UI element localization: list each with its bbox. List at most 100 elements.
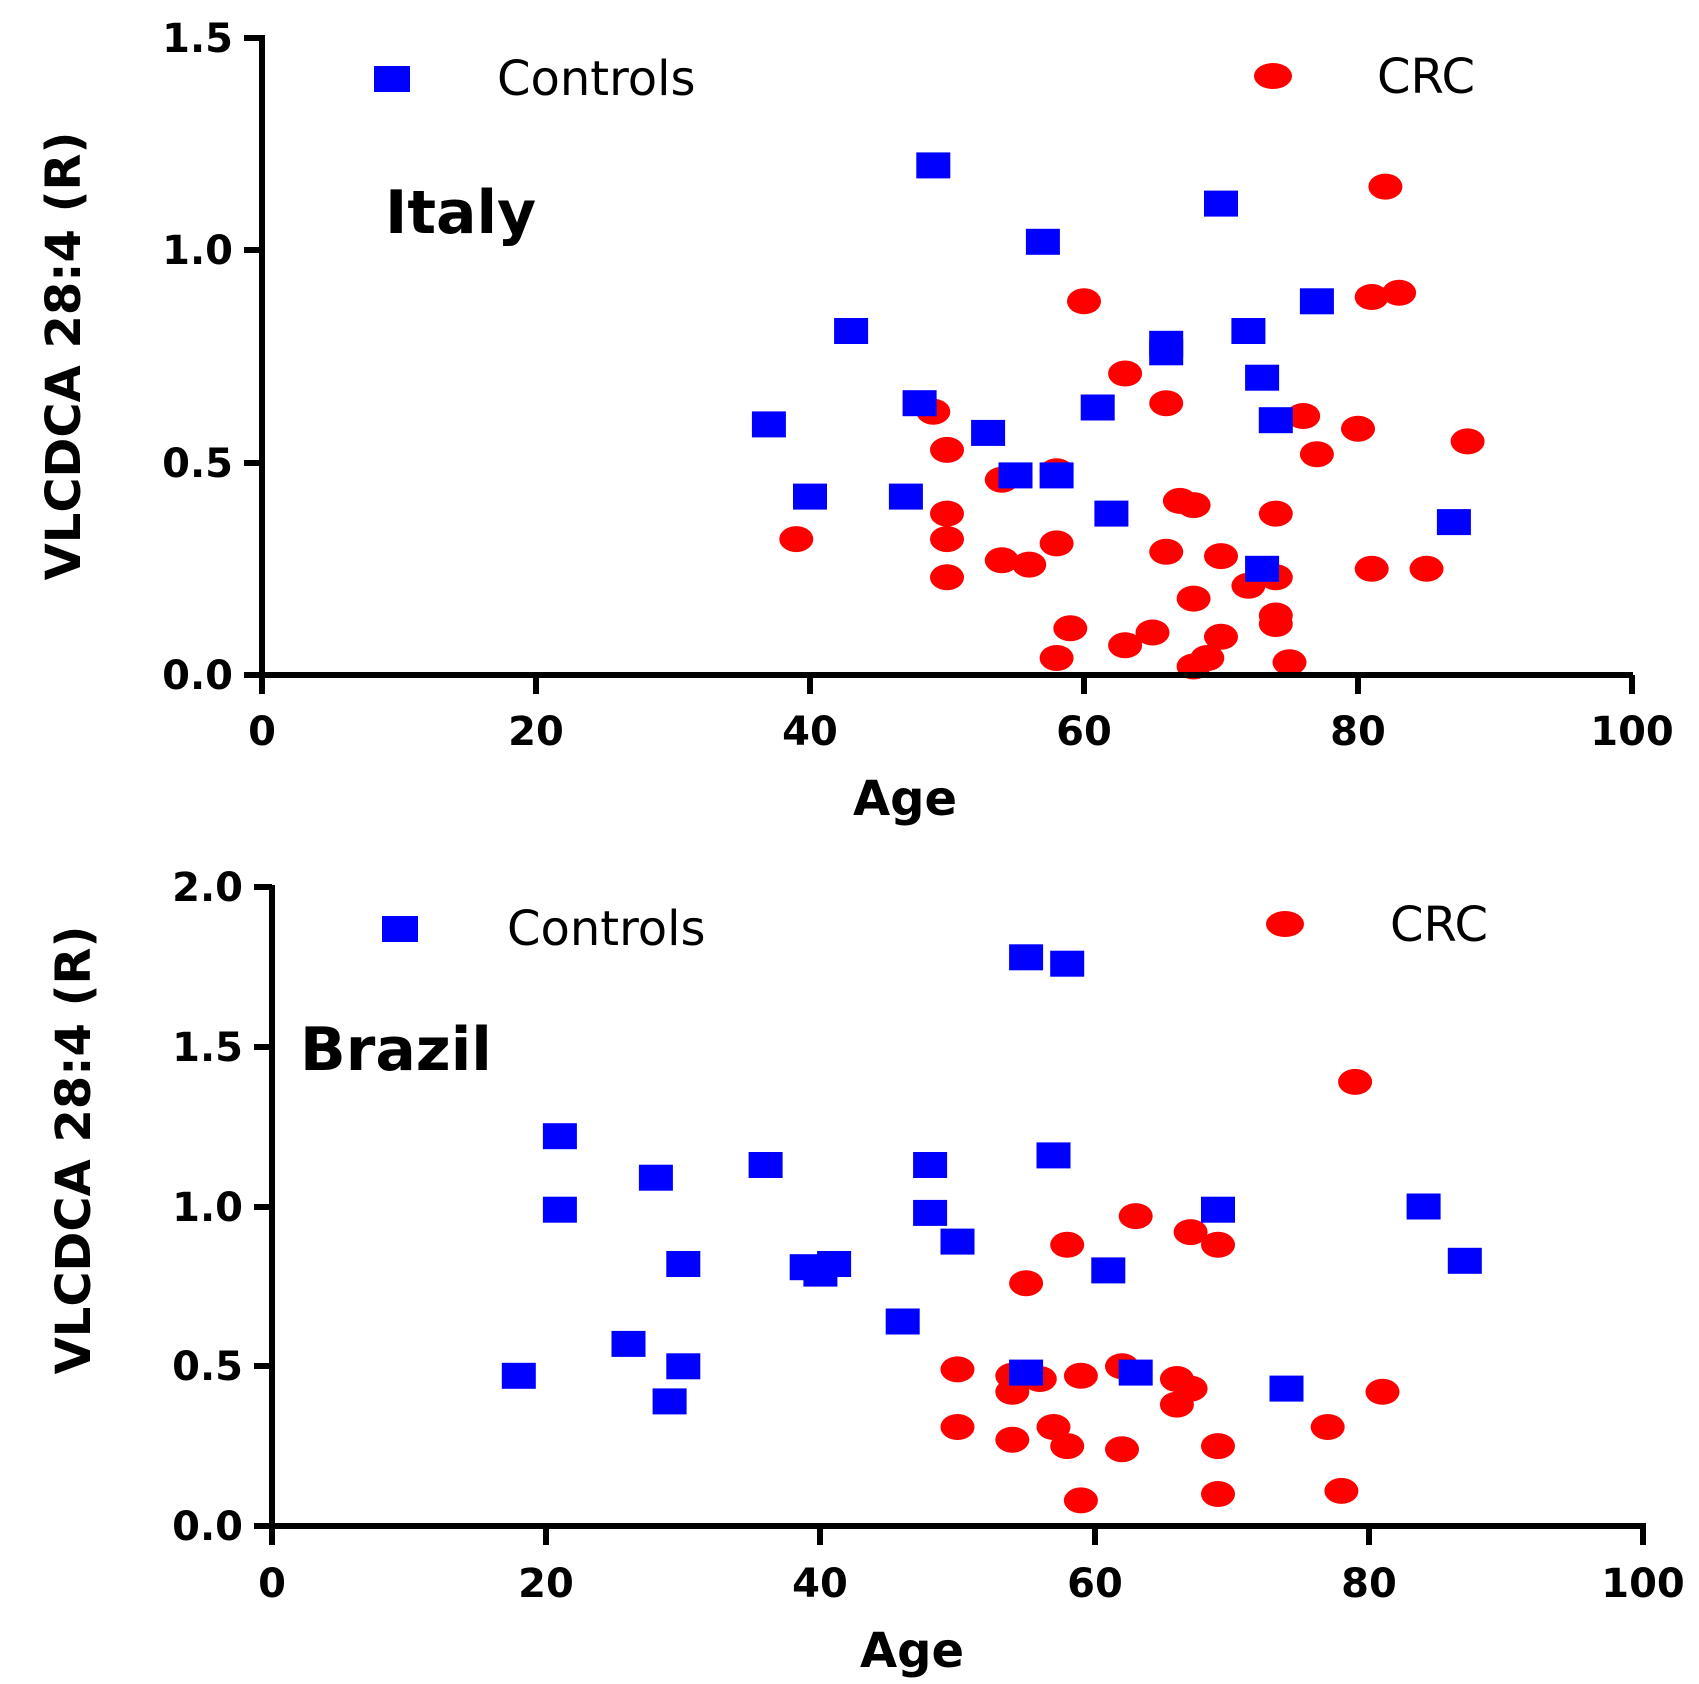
brazil-controls-point-16	[1009, 944, 1044, 971]
brazil-y-tick-label-0: 0.0	[172, 1504, 243, 1550]
brazil-crc-point-9	[1050, 1433, 1085, 1460]
brazil-y-tick-label-0-5: 0.5	[172, 1344, 243, 1390]
brazil-crc-point-17	[1173, 1219, 1208, 1246]
brazil-crc-point-22	[1310, 1414, 1345, 1440]
brazil-y-tick-label-1-5: 1.5	[172, 1025, 243, 1071]
brazil-x-tick-label-80: 80	[1341, 1561, 1397, 1607]
italy-crc-point-33	[1299, 441, 1334, 468]
brazil-y-tick-label-2-0: 2.0	[172, 865, 243, 911]
italy-crc-point-2	[930, 436, 964, 463]
italy-crc-point-21	[1176, 585, 1211, 612]
brazil-crc-point-11	[1063, 1487, 1098, 1514]
brazil-crc-point-7	[1036, 1414, 1071, 1440]
brazil-controls-point-22	[1201, 1196, 1235, 1223]
brazil-crc-point-25	[1365, 1378, 1400, 1405]
brazil-controls-point-17	[1009, 1359, 1044, 1386]
brazil-controls-point-1	[542, 1123, 577, 1150]
italy-crc-point-30	[1258, 611, 1293, 637]
italy-crc-point-13	[1067, 288, 1101, 315]
italy-y-tick-label-0-5: 0.5	[162, 441, 233, 487]
italy-controls-points	[751, 152, 1471, 582]
italy-crc-point-18	[1149, 538, 1184, 565]
brazil-crc-point-0	[940, 1356, 975, 1383]
brazil-controls-point-11	[817, 1251, 852, 1277]
brazil-controls-point-21	[1118, 1359, 1153, 1386]
brazil-crc-point-1	[940, 1414, 975, 1440]
italy-x-tick-label-80: 80	[1330, 709, 1386, 755]
brazil-y-axis-title: VLCDCA 28:4 (R)	[46, 926, 102, 1375]
italy-crc-point-11	[1039, 645, 1074, 671]
italy-crc-point-25	[1204, 623, 1238, 650]
italy-controls-point-15	[1231, 318, 1266, 344]
italy-crc-point-40	[1450, 428, 1485, 455]
brazil-controls-point-6	[666, 1251, 701, 1277]
italy-controls-point-6	[971, 419, 1006, 446]
italy-crc-point-38	[1382, 279, 1417, 306]
brazil-controls-point-2	[542, 1196, 577, 1223]
brazil-legend-controls-marker	[382, 916, 418, 942]
italy-controls-point-0	[751, 411, 786, 438]
brazil-y-tick-label-1-0: 1.0	[172, 1185, 243, 1231]
italy-controls-point-3	[888, 483, 923, 510]
italy-x-tick-label-60: 60	[1056, 709, 1112, 755]
italy-controls-point-5	[916, 152, 951, 179]
italy-crc-point-31	[1272, 649, 1307, 676]
italy-controls-point-9	[1039, 462, 1074, 489]
italy-crc-point-24	[1204, 543, 1238, 570]
italy-legend-crc-label: CRC	[1377, 49, 1475, 105]
brazil-controls-point-19	[1050, 950, 1085, 977]
italy-controls-point-10	[1080, 394, 1115, 421]
brazil-crc-point-13	[1105, 1436, 1139, 1463]
italy-crc-point-37	[1368, 173, 1403, 200]
brazil-controls-point-5	[652, 1388, 687, 1415]
brazil-legend-crc-label: CRC	[1390, 897, 1488, 953]
brazil-controls-point-3	[611, 1330, 646, 1357]
italy-crc-point-35	[1354, 284, 1389, 310]
brazil-controls-points	[501, 944, 1482, 1415]
italy-x-axis-title: Age	[853, 771, 957, 827]
brazil-x-axis-title: Age	[860, 1623, 964, 1679]
italy-crc-point-10	[1039, 530, 1074, 557]
italy-controls-point-1	[793, 483, 827, 510]
brazil-x-tick-label-20: 20	[518, 1561, 574, 1607]
brazil-region-label: Brazil	[300, 1015, 492, 1085]
italy-crc-point-8	[1012, 551, 1047, 578]
italy-x-tick-label-100: 100	[1590, 709, 1674, 755]
italy-crc-point-5	[930, 564, 964, 591]
italy-crc-point-23	[1190, 645, 1225, 671]
brazil-controls-point-25	[1447, 1247, 1482, 1274]
brazil-legend-controls-label: Controls	[507, 901, 706, 957]
italy-legend-controls-marker	[374, 66, 410, 92]
italy-y-tick-label-0: 0.0	[162, 653, 233, 699]
italy-crc-point-7	[984, 547, 1019, 574]
brazil-controls-point-23	[1269, 1375, 1304, 1402]
brazil-controls-point-13	[913, 1152, 948, 1178]
italy-y-tick-label-1-5: 1.5	[162, 16, 233, 62]
italy-controls-point-7	[998, 462, 1033, 489]
brazil-controls-point-24	[1406, 1193, 1441, 1220]
italy-x-tick-label-40: 40	[782, 709, 838, 755]
italy-controls-point-16	[1245, 364, 1280, 391]
italy-y-tick-label-1-0: 1.0	[162, 228, 233, 274]
italy-crc-point-4	[930, 526, 964, 553]
italy-controls-point-14	[1204, 190, 1238, 217]
italy-controls-point-20	[1436, 509, 1471, 536]
italy-controls-point-8	[1025, 228, 1060, 255]
brazil-controls-point-8	[748, 1152, 783, 1178]
brazil-controls-point-15	[940, 1228, 975, 1255]
italy-controls-point-17	[1258, 407, 1293, 434]
brazil-x-tick-label-60: 60	[1067, 1561, 1123, 1607]
italy-crc-point-39	[1409, 555, 1444, 582]
brazil-crc-point-24	[1338, 1068, 1373, 1095]
brazil-crc-point-19	[1201, 1231, 1235, 1258]
brazil-controls-point-12	[885, 1308, 920, 1335]
brazil-crc-point-5	[1009, 1270, 1044, 1297]
italy-controls-point-13	[1149, 339, 1184, 366]
italy-controls-point-19	[1299, 288, 1334, 315]
brazil-crc-points	[940, 1068, 1400, 1514]
brazil-controls-point-20	[1091, 1257, 1126, 1284]
brazil-x-tick-label-100: 100	[1601, 1561, 1685, 1607]
brazil-x-tick-label-40: 40	[792, 1561, 848, 1607]
italy-legend-crc-marker	[1254, 63, 1292, 89]
